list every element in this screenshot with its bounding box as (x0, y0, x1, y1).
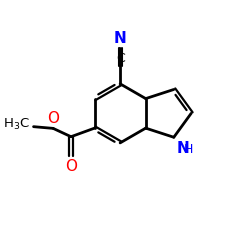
Text: O: O (65, 159, 77, 174)
Text: N: N (176, 141, 189, 156)
Text: H$_3$C: H$_3$C (3, 117, 30, 132)
Text: H: H (184, 143, 193, 156)
Text: N: N (114, 31, 126, 46)
Text: O: O (47, 111, 59, 126)
Text: C: C (116, 52, 125, 65)
